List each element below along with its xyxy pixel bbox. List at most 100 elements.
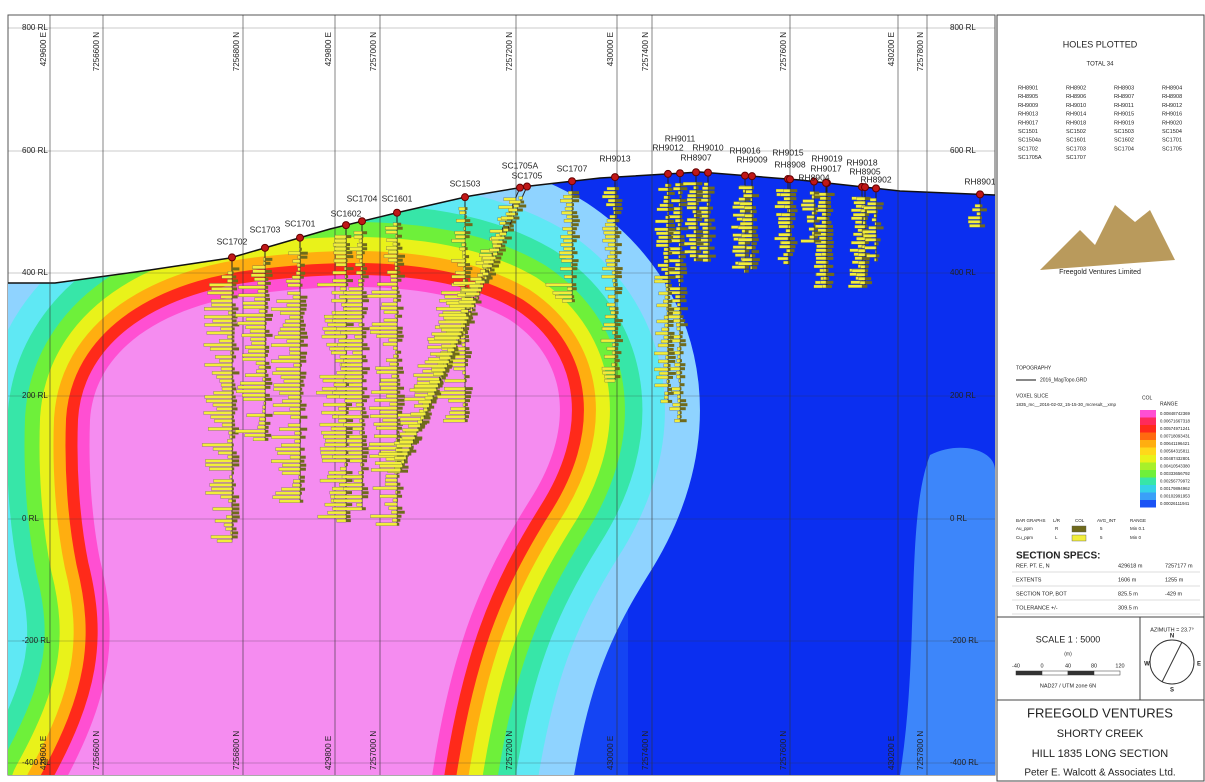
bar-cu: [340, 367, 363, 371]
bar-cu: [344, 347, 363, 351]
panel-text: RH9016: [1162, 112, 1182, 118]
collar: [822, 178, 830, 187]
bar-au: [346, 403, 353, 407]
bar-au: [680, 371, 683, 375]
bar-cu: [348, 287, 363, 291]
bar-au: [265, 281, 271, 285]
bar-au: [790, 197, 797, 201]
bar-cu: [386, 394, 398, 398]
bar-cu: [732, 249, 746, 253]
bar-cu: [800, 239, 815, 243]
bar-au: [265, 341, 267, 345]
bar-au: [397, 278, 402, 282]
bar-cu: [279, 391, 301, 395]
bar-au: [745, 265, 750, 269]
bar-cu: [503, 197, 516, 201]
bar-cu: [663, 251, 669, 256]
bar-cu: [334, 495, 363, 499]
bar-au: [680, 267, 687, 271]
bar-au: [447, 364, 453, 368]
bar-cu: [221, 275, 233, 279]
bar-cu: [479, 253, 493, 257]
bar-au: [265, 321, 267, 325]
bar-au: [668, 187, 673, 191]
bar-au: [232, 447, 234, 451]
bar-cu: [277, 451, 301, 455]
bar-au: [572, 211, 578, 215]
bar-au: [362, 427, 365, 431]
bar-cu: [600, 338, 616, 343]
bar-au: [503, 225, 511, 229]
bar-au: [752, 254, 756, 258]
panel-frame: [996, 14, 1205, 782]
bar-au: [300, 447, 305, 451]
bar-au: [668, 307, 675, 311]
bar-cu: [297, 255, 301, 259]
bar-au: [826, 248, 833, 252]
bar-cu: [562, 299, 573, 303]
bar-cu: [459, 210, 466, 215]
panel-text: 0.00848742369: [1160, 411, 1190, 416]
bar-au: [300, 255, 308, 259]
bar-au: [397, 234, 402, 238]
bar-cu: [671, 387, 681, 391]
bar-cu: [488, 268, 491, 272]
bar-cu: [399, 417, 423, 421]
bar-au: [362, 423, 366, 427]
bar-cu: [343, 291, 363, 295]
bar-au: [300, 311, 305, 315]
bar-cu: [321, 334, 347, 339]
bar-au: [484, 280, 490, 284]
bar-cu: [377, 282, 398, 286]
bar-cu: [223, 523, 233, 527]
hole-label: SC1705A: [502, 160, 539, 170]
bar-au: [477, 296, 480, 300]
rl-label: 200 RL: [950, 391, 976, 400]
bar-au: [232, 499, 236, 503]
grid-label: 430000 E: [606, 736, 615, 770]
bar-cu: [285, 279, 301, 283]
hole-label: RH9016: [729, 145, 760, 155]
bar-au: [397, 338, 403, 342]
bar-cu: [669, 407, 681, 411]
bar-cu: [401, 436, 416, 440]
bar-au: [300, 303, 307, 307]
bar-au: [397, 454, 405, 458]
bar-cu: [602, 238, 616, 243]
bar-au: [362, 355, 367, 359]
bar-au: [232, 275, 237, 279]
bar-au: [465, 263, 471, 267]
bar-au: [668, 191, 675, 195]
bar-au: [397, 266, 400, 270]
bar-cu: [871, 218, 877, 222]
bar-cu: [376, 426, 398, 430]
bar-cu: [743, 194, 753, 198]
bar-au: [668, 267, 675, 271]
bar-au: [572, 255, 574, 259]
bar-cu: [228, 311, 233, 315]
bar-cu: [685, 234, 697, 238]
bar-au: [362, 403, 364, 407]
panel-text: RANGE: [1130, 518, 1146, 523]
hole-label: SC1703: [250, 224, 281, 234]
bar-cu: [656, 375, 669, 380]
bar-au: [425, 412, 432, 416]
color-swatch: [1140, 440, 1156, 448]
bar-au: [497, 252, 503, 256]
bar-au: [397, 490, 401, 494]
bar-au: [397, 294, 402, 298]
bar-cu: [602, 266, 616, 271]
bar-au: [362, 343, 368, 347]
bar-cu: [678, 331, 681, 335]
bar-au: [300, 491, 302, 495]
bar-cu: [334, 234, 347, 239]
bar-au: [397, 446, 403, 450]
bar-au: [865, 253, 867, 257]
bar-cu: [601, 326, 616, 331]
bar-cu: [500, 216, 514, 220]
panel-text: RH9014: [1066, 112, 1086, 118]
bar-cu: [654, 279, 669, 284]
bar-cu: [227, 271, 233, 275]
bar-cu: [281, 443, 301, 447]
bar-au: [397, 250, 399, 254]
